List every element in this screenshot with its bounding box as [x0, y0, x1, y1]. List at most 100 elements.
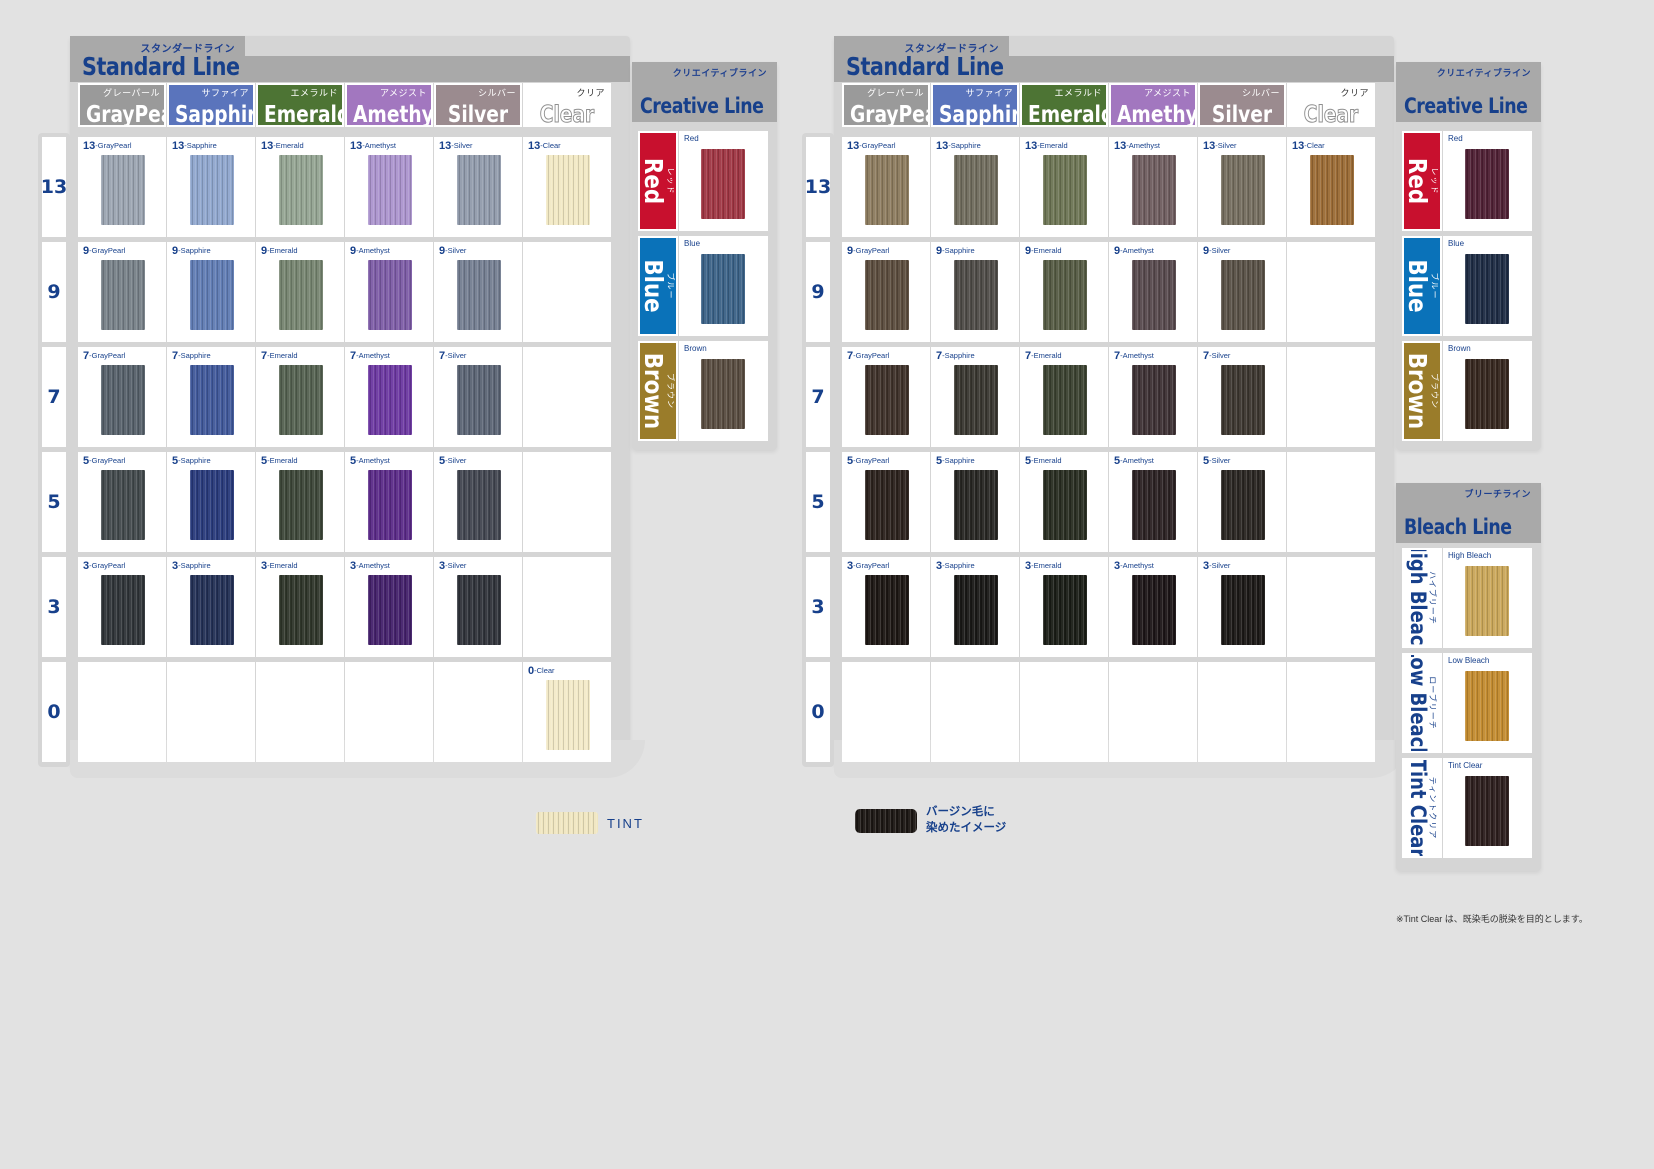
creative-tab-red[interactable]: レッド Red	[638, 131, 678, 231]
swatch-cell-13-sapphire[interactable]: 13-Sapphire	[931, 137, 1019, 237]
creative-tab-red[interactable]: レッド Red	[1402, 131, 1442, 231]
swatch-cell-5-amethyst[interactable]: 5-Amethyst	[1109, 452, 1197, 552]
swatch-cell-7-amethyst[interactable]: 7-Amethyst	[345, 347, 433, 447]
column-header-graypearl-right[interactable]: グレーパール GrayPearl	[842, 83, 930, 127]
swatch-cell-9-amethyst[interactable]: 9-Amethyst	[1109, 242, 1197, 342]
swatch-cell-13-amethyst[interactable]: 13-Amethyst	[1109, 137, 1197, 237]
swatch-cell-9-graypearl[interactable]: 9-GrayPearl	[842, 242, 930, 342]
swatch-cell-0-silver[interactable]	[1198, 662, 1286, 762]
swatch-cell-5-graypearl[interactable]: 5-GrayPearl	[78, 452, 166, 552]
swatch-cell-13-graypearl[interactable]: 13-GrayPearl	[842, 137, 930, 237]
swatch-cell-7-silver[interactable]: 7-Silver	[434, 347, 522, 447]
swatch-cell-3-graypearl[interactable]: 3-GrayPearl	[78, 557, 166, 657]
swatch-cell-7-amethyst[interactable]: 7-Amethyst	[1109, 347, 1197, 447]
bleach-tab-low-bleach[interactable]: ローブリーチ Low Bleach	[1402, 653, 1442, 753]
bleach-cell-tint-clear[interactable]: Tint Clear	[1443, 758, 1532, 858]
column-header-emerald-left[interactable]: エメラルド Emerald	[256, 83, 344, 127]
swatch-cell-13-amethyst[interactable]: 13-Amethyst	[345, 137, 433, 237]
swatch-cell-7-clear[interactable]	[1287, 347, 1375, 447]
swatch-cell-9-graypearl[interactable]: 9-GrayPearl	[78, 242, 166, 342]
swatch-cell-0-sapphire[interactable]	[167, 662, 255, 762]
swatch-cell-5-sapphire[interactable]: 5-Sapphire	[931, 452, 1019, 552]
swatch-cell-0-graypearl[interactable]	[842, 662, 930, 762]
swatch-cell-3-sapphire[interactable]: 3-Sapphire	[931, 557, 1019, 657]
swatch-cell-9-emerald[interactable]: 9-Emerald	[1020, 242, 1108, 342]
swatch-cell-3-amethyst[interactable]: 3-Amethyst	[1109, 557, 1197, 657]
swatch-cell-13-emerald[interactable]: 13-Emerald	[256, 137, 344, 237]
swatch-cell-5-emerald[interactable]: 5-Emerald	[1020, 452, 1108, 552]
creative-tab-brown[interactable]: ブラウン Brown	[1402, 341, 1442, 441]
swatch-cell-0-emerald[interactable]	[1020, 662, 1108, 762]
column-header-amethyst-left[interactable]: アメジスト Amethyst	[345, 83, 433, 127]
column-header-amethyst-right[interactable]: アメジスト Amethyst	[1109, 83, 1197, 127]
swatch-cell-9-sapphire[interactable]: 9-Sapphire	[167, 242, 255, 342]
column-header-graypearl-left[interactable]: グレーパール GrayPearl	[78, 83, 166, 127]
bleach-tab-high-bleach[interactable]: ハイブリーチ High Bleach	[1402, 548, 1442, 648]
swatch-cell-13-graypearl[interactable]: 13-GrayPearl	[78, 137, 166, 237]
swatch-cell-0-sapphire[interactable]	[931, 662, 1019, 762]
swatch-cell-7-emerald[interactable]: 7-Emerald	[256, 347, 344, 447]
swatch-cell-0-clear[interactable]: 0-Clear	[523, 662, 611, 762]
creative-cell-brown[interactable]: Brown	[679, 341, 768, 441]
column-header-clear-right[interactable]: クリア Clear	[1287, 83, 1375, 127]
swatch-cell-5-clear[interactable]	[1287, 452, 1375, 552]
swatch-cell-9-silver[interactable]: 9-Silver	[434, 242, 522, 342]
swatch-cell-9-clear[interactable]	[1287, 242, 1375, 342]
column-header-silver-right[interactable]: シルバー Silver	[1198, 83, 1286, 127]
swatch-cell-13-silver[interactable]: 13-Silver	[434, 137, 522, 237]
swatch-cell-5-silver[interactable]: 5-Silver	[1198, 452, 1286, 552]
swatch-cell-13-clear[interactable]: 13-Clear	[523, 137, 611, 237]
column-header-silver-left[interactable]: シルバー Silver	[434, 83, 522, 127]
swatch-cell-7-silver[interactable]: 7-Silver	[1198, 347, 1286, 447]
creative-cell-red[interactable]: Red	[679, 131, 768, 231]
swatch-cell-3-emerald[interactable]: 3-Emerald	[1020, 557, 1108, 657]
swatch-cell-5-sapphire[interactable]: 5-Sapphire	[167, 452, 255, 552]
swatch-cell-9-emerald[interactable]: 9-Emerald	[256, 242, 344, 342]
bleach-tab-tint-clear[interactable]: ティントクリア Tint Clear	[1402, 758, 1442, 858]
swatch-cell-3-graypearl[interactable]: 3-GrayPearl	[842, 557, 930, 657]
swatch-cell-5-graypearl[interactable]: 5-GrayPearl	[842, 452, 930, 552]
swatch-cell-7-graypearl[interactable]: 7-GrayPearl	[842, 347, 930, 447]
creative-cell-brown[interactable]: Brown	[1443, 341, 1532, 441]
creative-cell-blue[interactable]: Blue	[1443, 236, 1532, 336]
swatch-cell-5-clear[interactable]	[523, 452, 611, 552]
column-header-sapphire-right[interactable]: サファイア Sapphire	[931, 83, 1019, 127]
creative-tab-blue[interactable]: ブルー Blue	[1402, 236, 1442, 336]
swatch-cell-9-clear[interactable]	[523, 242, 611, 342]
swatch-cell-13-clear[interactable]: 13-Clear	[1287, 137, 1375, 237]
bleach-cell-low-bleach[interactable]: Low Bleach	[1443, 653, 1532, 753]
swatch-cell-0-silver[interactable]	[434, 662, 522, 762]
swatch-cell-0-emerald[interactable]	[256, 662, 344, 762]
column-header-sapphire-left[interactable]: サファイア Sapphire	[167, 83, 255, 127]
swatch-cell-3-sapphire[interactable]: 3-Sapphire	[167, 557, 255, 657]
swatch-cell-9-sapphire[interactable]: 9-Sapphire	[931, 242, 1019, 342]
creative-cell-blue[interactable]: Blue	[679, 236, 768, 336]
swatch-cell-13-sapphire[interactable]: 13-Sapphire	[167, 137, 255, 237]
swatch-cell-7-emerald[interactable]: 7-Emerald	[1020, 347, 1108, 447]
swatch-cell-3-silver[interactable]: 3-Silver	[1198, 557, 1286, 657]
swatch-cell-9-amethyst[interactable]: 9-Amethyst	[345, 242, 433, 342]
swatch-cell-7-sapphire[interactable]: 7-Sapphire	[931, 347, 1019, 447]
swatch-cell-7-clear[interactable]	[523, 347, 611, 447]
swatch-cell-0-graypearl[interactable]	[78, 662, 166, 762]
creative-tab-brown[interactable]: ブラウン Brown	[638, 341, 678, 441]
creative-tab-blue[interactable]: ブルー Blue	[638, 236, 678, 336]
column-header-clear-left[interactable]: クリア Clear	[523, 83, 611, 127]
swatch-cell-9-silver[interactable]: 9-Silver	[1198, 242, 1286, 342]
swatch-cell-0-amethyst[interactable]	[1109, 662, 1197, 762]
swatch-cell-13-silver[interactable]: 13-Silver	[1198, 137, 1286, 237]
column-header-emerald-right[interactable]: エメラルド Emerald	[1020, 83, 1108, 127]
swatch-cell-5-emerald[interactable]: 5-Emerald	[256, 452, 344, 552]
swatch-cell-0-amethyst[interactable]	[345, 662, 433, 762]
swatch-cell-3-emerald[interactable]: 3-Emerald	[256, 557, 344, 657]
swatch-cell-0-clear[interactable]	[1287, 662, 1375, 762]
bleach-cell-high-bleach[interactable]: High Bleach	[1443, 548, 1532, 648]
creative-cell-red[interactable]: Red	[1443, 131, 1532, 231]
swatch-cell-3-clear[interactable]	[523, 557, 611, 657]
swatch-cell-7-graypearl[interactable]: 7-GrayPearl	[78, 347, 166, 447]
swatch-cell-13-emerald[interactable]: 13-Emerald	[1020, 137, 1108, 237]
swatch-cell-3-amethyst[interactable]: 3-Amethyst	[345, 557, 433, 657]
swatch-cell-3-silver[interactable]: 3-Silver	[434, 557, 522, 657]
swatch-cell-5-amethyst[interactable]: 5-Amethyst	[345, 452, 433, 552]
swatch-cell-5-silver[interactable]: 5-Silver	[434, 452, 522, 552]
